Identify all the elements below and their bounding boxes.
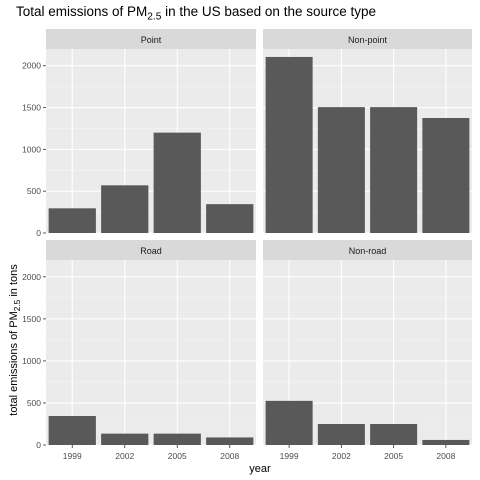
y-tick-label: 500 xyxy=(27,186,41,196)
bar xyxy=(206,437,254,445)
facet-strip-label: Point xyxy=(141,35,162,45)
x-tick-label: 2005 xyxy=(168,451,187,461)
bar xyxy=(265,400,313,445)
bar xyxy=(422,118,470,233)
bar xyxy=(101,185,149,233)
bar xyxy=(48,208,96,233)
bar xyxy=(422,439,470,445)
y-tick-label: 1500 xyxy=(22,314,41,324)
y-tick-label: 500 xyxy=(27,398,41,408)
x-tick-label: 1999 xyxy=(63,451,82,461)
bar xyxy=(101,433,149,445)
y-tick-label: 1000 xyxy=(22,144,41,154)
facet-strip xyxy=(263,29,472,49)
bar xyxy=(370,107,418,233)
bar xyxy=(48,415,96,445)
facet-strip-label: Non-road xyxy=(349,246,387,256)
x-tick-label: 2008 xyxy=(220,451,239,461)
y-tick-label: 2000 xyxy=(22,272,41,282)
bar xyxy=(317,423,365,445)
chart-title: Total emissions of PM2.5 in the US based… xyxy=(16,4,376,23)
x-tick-label: 2002 xyxy=(115,451,134,461)
y-tick-label: 2000 xyxy=(22,61,41,71)
x-tick-label: 2002 xyxy=(332,451,351,461)
bar xyxy=(206,204,254,233)
facet-strip xyxy=(46,29,256,49)
x-tick-label: 1999 xyxy=(280,451,299,461)
bar xyxy=(265,56,313,234)
x-axis-label: year xyxy=(249,463,271,475)
bar xyxy=(370,423,418,445)
facet-strip xyxy=(263,240,472,260)
bar xyxy=(153,433,201,445)
y-tick-label: 0 xyxy=(36,228,41,238)
facet-panel xyxy=(46,260,256,445)
bar xyxy=(153,132,201,233)
y-tick-label: 1000 xyxy=(22,356,41,366)
facet-strip-label: Non-point xyxy=(348,35,388,45)
bar xyxy=(317,107,365,233)
y-tick-label: 0 xyxy=(36,440,41,450)
x-tick-label: 2005 xyxy=(384,451,403,461)
facet-strip-label: Road xyxy=(140,246,162,256)
y-tick-label: 1500 xyxy=(22,103,41,113)
facet-panel xyxy=(46,49,256,233)
x-tick-label: 2008 xyxy=(436,451,455,461)
facet-strip xyxy=(46,240,256,260)
